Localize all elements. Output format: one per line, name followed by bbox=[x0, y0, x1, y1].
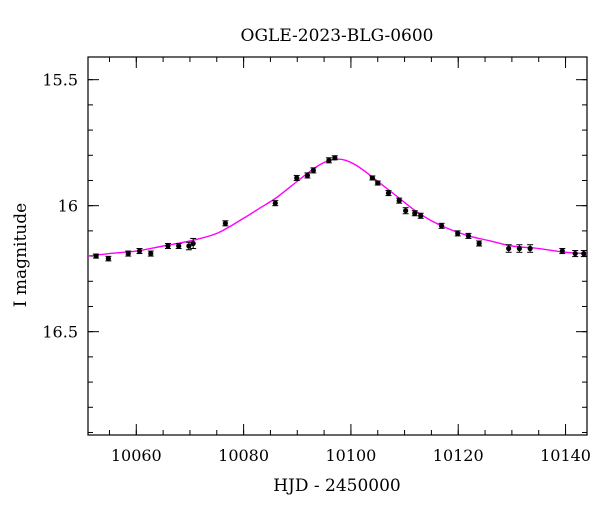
x-axis-label: HJD - 2450000 bbox=[273, 476, 401, 496]
data-marker bbox=[93, 253, 99, 259]
x-tick-label: 10140 bbox=[540, 446, 591, 465]
data-marker bbox=[385, 190, 392, 196]
data-marker bbox=[455, 230, 461, 236]
data-point bbox=[93, 253, 100, 259]
y-tick-label: 16.5 bbox=[42, 323, 78, 342]
data-point bbox=[105, 255, 112, 262]
data-point bbox=[374, 180, 381, 186]
data-point bbox=[272, 200, 279, 207]
data-marker bbox=[105, 256, 111, 262]
data-point bbox=[222, 220, 229, 227]
data-marker bbox=[506, 245, 512, 252]
y-axis-label: I magnitude bbox=[11, 203, 31, 307]
data-point bbox=[396, 197, 403, 204]
data-point bbox=[438, 222, 445, 229]
data-marker bbox=[272, 200, 278, 206]
data-point bbox=[190, 237, 197, 250]
data-marker bbox=[403, 208, 409, 214]
data-marker bbox=[136, 248, 143, 254]
data-marker bbox=[186, 243, 192, 249]
data-point bbox=[417, 212, 424, 219]
data-point bbox=[454, 230, 461, 237]
data-point bbox=[580, 250, 587, 258]
x-tick-label: 10060 bbox=[111, 446, 162, 465]
data-marker bbox=[304, 172, 311, 179]
data-marker bbox=[418, 213, 424, 219]
data-point bbox=[505, 244, 512, 253]
y-tick-label: 16 bbox=[58, 197, 78, 216]
data-marker bbox=[476, 240, 482, 247]
data-point bbox=[185, 241, 192, 251]
data-marker bbox=[581, 250, 587, 257]
data-point bbox=[411, 210, 418, 217]
data-point bbox=[136, 248, 143, 255]
data-marker bbox=[165, 243, 171, 249]
data-points-layer bbox=[93, 155, 587, 262]
data-marker bbox=[572, 250, 578, 257]
data-point bbox=[516, 244, 523, 253]
data-marker bbox=[369, 175, 375, 181]
data-marker bbox=[148, 250, 154, 257]
x-tick-label: 10100 bbox=[325, 446, 376, 465]
data-point bbox=[402, 207, 409, 215]
model-curve-layer bbox=[87, 158, 588, 257]
plot-frame bbox=[87, 56, 588, 436]
data-point bbox=[369, 175, 376, 181]
data-point bbox=[385, 190, 392, 197]
data-marker bbox=[222, 220, 228, 226]
data-marker bbox=[294, 175, 300, 181]
data-marker bbox=[326, 157, 332, 163]
data-point bbox=[572, 250, 579, 258]
y-tick-label: 15.5 bbox=[42, 71, 78, 90]
data-marker bbox=[396, 198, 402, 204]
data-marker bbox=[465, 233, 472, 239]
model-curve bbox=[87, 158, 588, 257]
data-point bbox=[125, 250, 132, 257]
data-marker bbox=[176, 243, 182, 249]
data-point bbox=[175, 242, 182, 250]
data-point bbox=[465, 232, 472, 239]
x-tick-label: 10120 bbox=[433, 446, 484, 465]
data-point bbox=[559, 248, 566, 255]
data-point bbox=[527, 244, 534, 253]
data-point bbox=[304, 172, 311, 179]
data-point bbox=[147, 250, 154, 257]
data-marker bbox=[559, 248, 565, 254]
x-tick-label: 10080 bbox=[218, 446, 269, 465]
data-marker bbox=[527, 245, 533, 252]
data-marker bbox=[516, 245, 522, 252]
data-marker bbox=[332, 155, 338, 161]
axis-ticks: 10060 10080 10100 10120 10140 15.5 16 16.5 bbox=[42, 57, 591, 465]
data-marker bbox=[438, 223, 445, 229]
data-marker bbox=[310, 167, 316, 173]
data-point bbox=[293, 174, 300, 181]
plot-area bbox=[87, 56, 588, 436]
data-point bbox=[476, 240, 483, 247]
chart-title: OGLE-2023-BLG-0600 bbox=[241, 26, 434, 46]
data-marker bbox=[125, 250, 131, 257]
data-marker bbox=[190, 240, 196, 247]
data-point bbox=[164, 242, 171, 250]
data-marker bbox=[375, 180, 381, 186]
data-point bbox=[331, 155, 338, 161]
data-point bbox=[310, 167, 317, 174]
data-marker bbox=[412, 210, 418, 216]
data-point bbox=[325, 157, 332, 164]
